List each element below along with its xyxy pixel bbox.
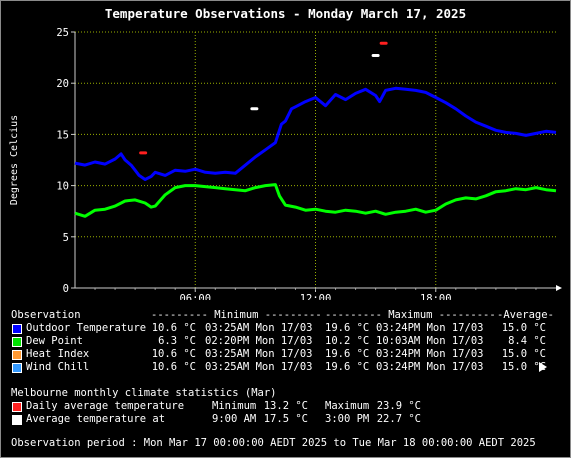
legend-min-value: 10.6 °C (151, 348, 196, 360)
legend-series-name: Dew Point (26, 335, 83, 347)
legend-max-value: 19.6 °C (325, 348, 370, 360)
legend-min-value: 10.6 °C (151, 361, 196, 373)
scroll-arrow-icon (539, 362, 547, 372)
legend-max-value: 19.6 °C (325, 361, 370, 373)
legend-min-value: 10.6 °C (151, 322, 196, 334)
climate-b-label: 3:00 PM (325, 413, 370, 425)
climate-row-name: Average temperature at (26, 413, 166, 425)
climate-a-value: 13.2 °C (263, 400, 308, 412)
climate-a-value: 17.5 °C (263, 413, 308, 425)
page-title: Temperature Observations - Monday March … (104, 6, 467, 21)
chart-markers (139, 41, 388, 155)
climate-swatch (12, 415, 22, 425)
y-tick-label: 0 (63, 283, 69, 295)
climate-marker (371, 54, 380, 58)
climate-marker (379, 41, 388, 45)
legend-min-time: 02:20PM Mon 17/03 (205, 335, 313, 347)
legend-avg-value: 15.0 °C (501, 322, 546, 334)
legend-header-observation: Observation (11, 309, 81, 321)
climate-a-label: 9:00 AM (212, 413, 257, 425)
legend-series-name: Outdoor Temperature (26, 322, 147, 334)
climate-row-name: Daily average temperature (26, 400, 185, 412)
climate-b-value: 22.7 °C (376, 413, 421, 425)
legend-swatch (12, 324, 22, 334)
plot-area (75, 32, 556, 288)
x-tick-label: 18:00 (420, 293, 452, 300)
legend-max-value: 19.6 °C (325, 322, 370, 334)
y-tick-label: 10 (56, 181, 69, 193)
y-axis-label: Degrees Celcius (9, 115, 20, 205)
legend-min-time: 03:25AM Mon 17/03 (205, 348, 313, 360)
climate-b-label: Maximum (325, 400, 370, 412)
x-tick-label: 06:00 (179, 293, 211, 300)
legend-max-time: 03:24PM Mon 17/03 (376, 322, 484, 334)
legend-max-value: 10.2 °C (325, 335, 370, 347)
y-tick-label: 20 (56, 78, 69, 90)
x-axis-arrow (556, 285, 562, 291)
legend-max-time: 03:24PM Mon 17/03 (376, 348, 484, 360)
x-tick-label: 12:00 (300, 293, 332, 300)
chart-axes (74, 32, 562, 291)
legend-header-minimum: --------- Minimum --------- (151, 309, 322, 321)
legend-swatch (12, 350, 22, 360)
legend-series-name: Heat Index (26, 348, 90, 360)
legend-max-time: 10:03AM Mon 17/03 (376, 335, 484, 347)
climate-swatch (12, 402, 22, 412)
y-tick-label: 25 (56, 27, 69, 39)
temperature-chart: 0 5 10 15 20 25 06:00 12:00 18:00 Degrees Celciu… (9, 27, 562, 300)
series-outdoor-temperature (74, 86, 557, 181)
climate-a-label: Minimum (212, 400, 257, 412)
y-tick-label: 5 (63, 232, 69, 244)
footer-observation-period: Observation period : Mon Mar 17 00:00:00… (11, 437, 536, 449)
legend-header-maximum: --------- Maximum --------- (325, 309, 496, 321)
legend-swatch (12, 363, 22, 373)
climate-b-value: 23.9 °C (376, 400, 421, 412)
chart-tick-labels: 0 5 10 15 20 25 06:00 12:00 18:00 (56, 27, 451, 300)
chart-series (74, 86, 557, 218)
legend-avg-value: 8.4 °C (508, 335, 546, 347)
climate-header: Melbourne monthly climate statistics (Ma… (11, 387, 277, 399)
legend-min-time: 03:25AM Mon 17/03 (205, 322, 313, 334)
legend-min-value: 6.3 °C (158, 335, 196, 347)
series-dew-point (74, 183, 557, 218)
climate-marker (139, 151, 148, 155)
legend-max-time: 03:24PM Mon 17/03 (376, 361, 484, 373)
legend-header-average: -Average- (497, 309, 554, 321)
legend-swatch (12, 337, 22, 347)
climate-marker (250, 107, 259, 111)
legend-series-name: Wind Chill (26, 361, 90, 373)
legend-min-time: 03:25AM Mon 17/03 (205, 361, 313, 373)
y-tick-label: 15 (56, 129, 69, 141)
legend-avg-value: 15.0 °C (501, 348, 546, 360)
